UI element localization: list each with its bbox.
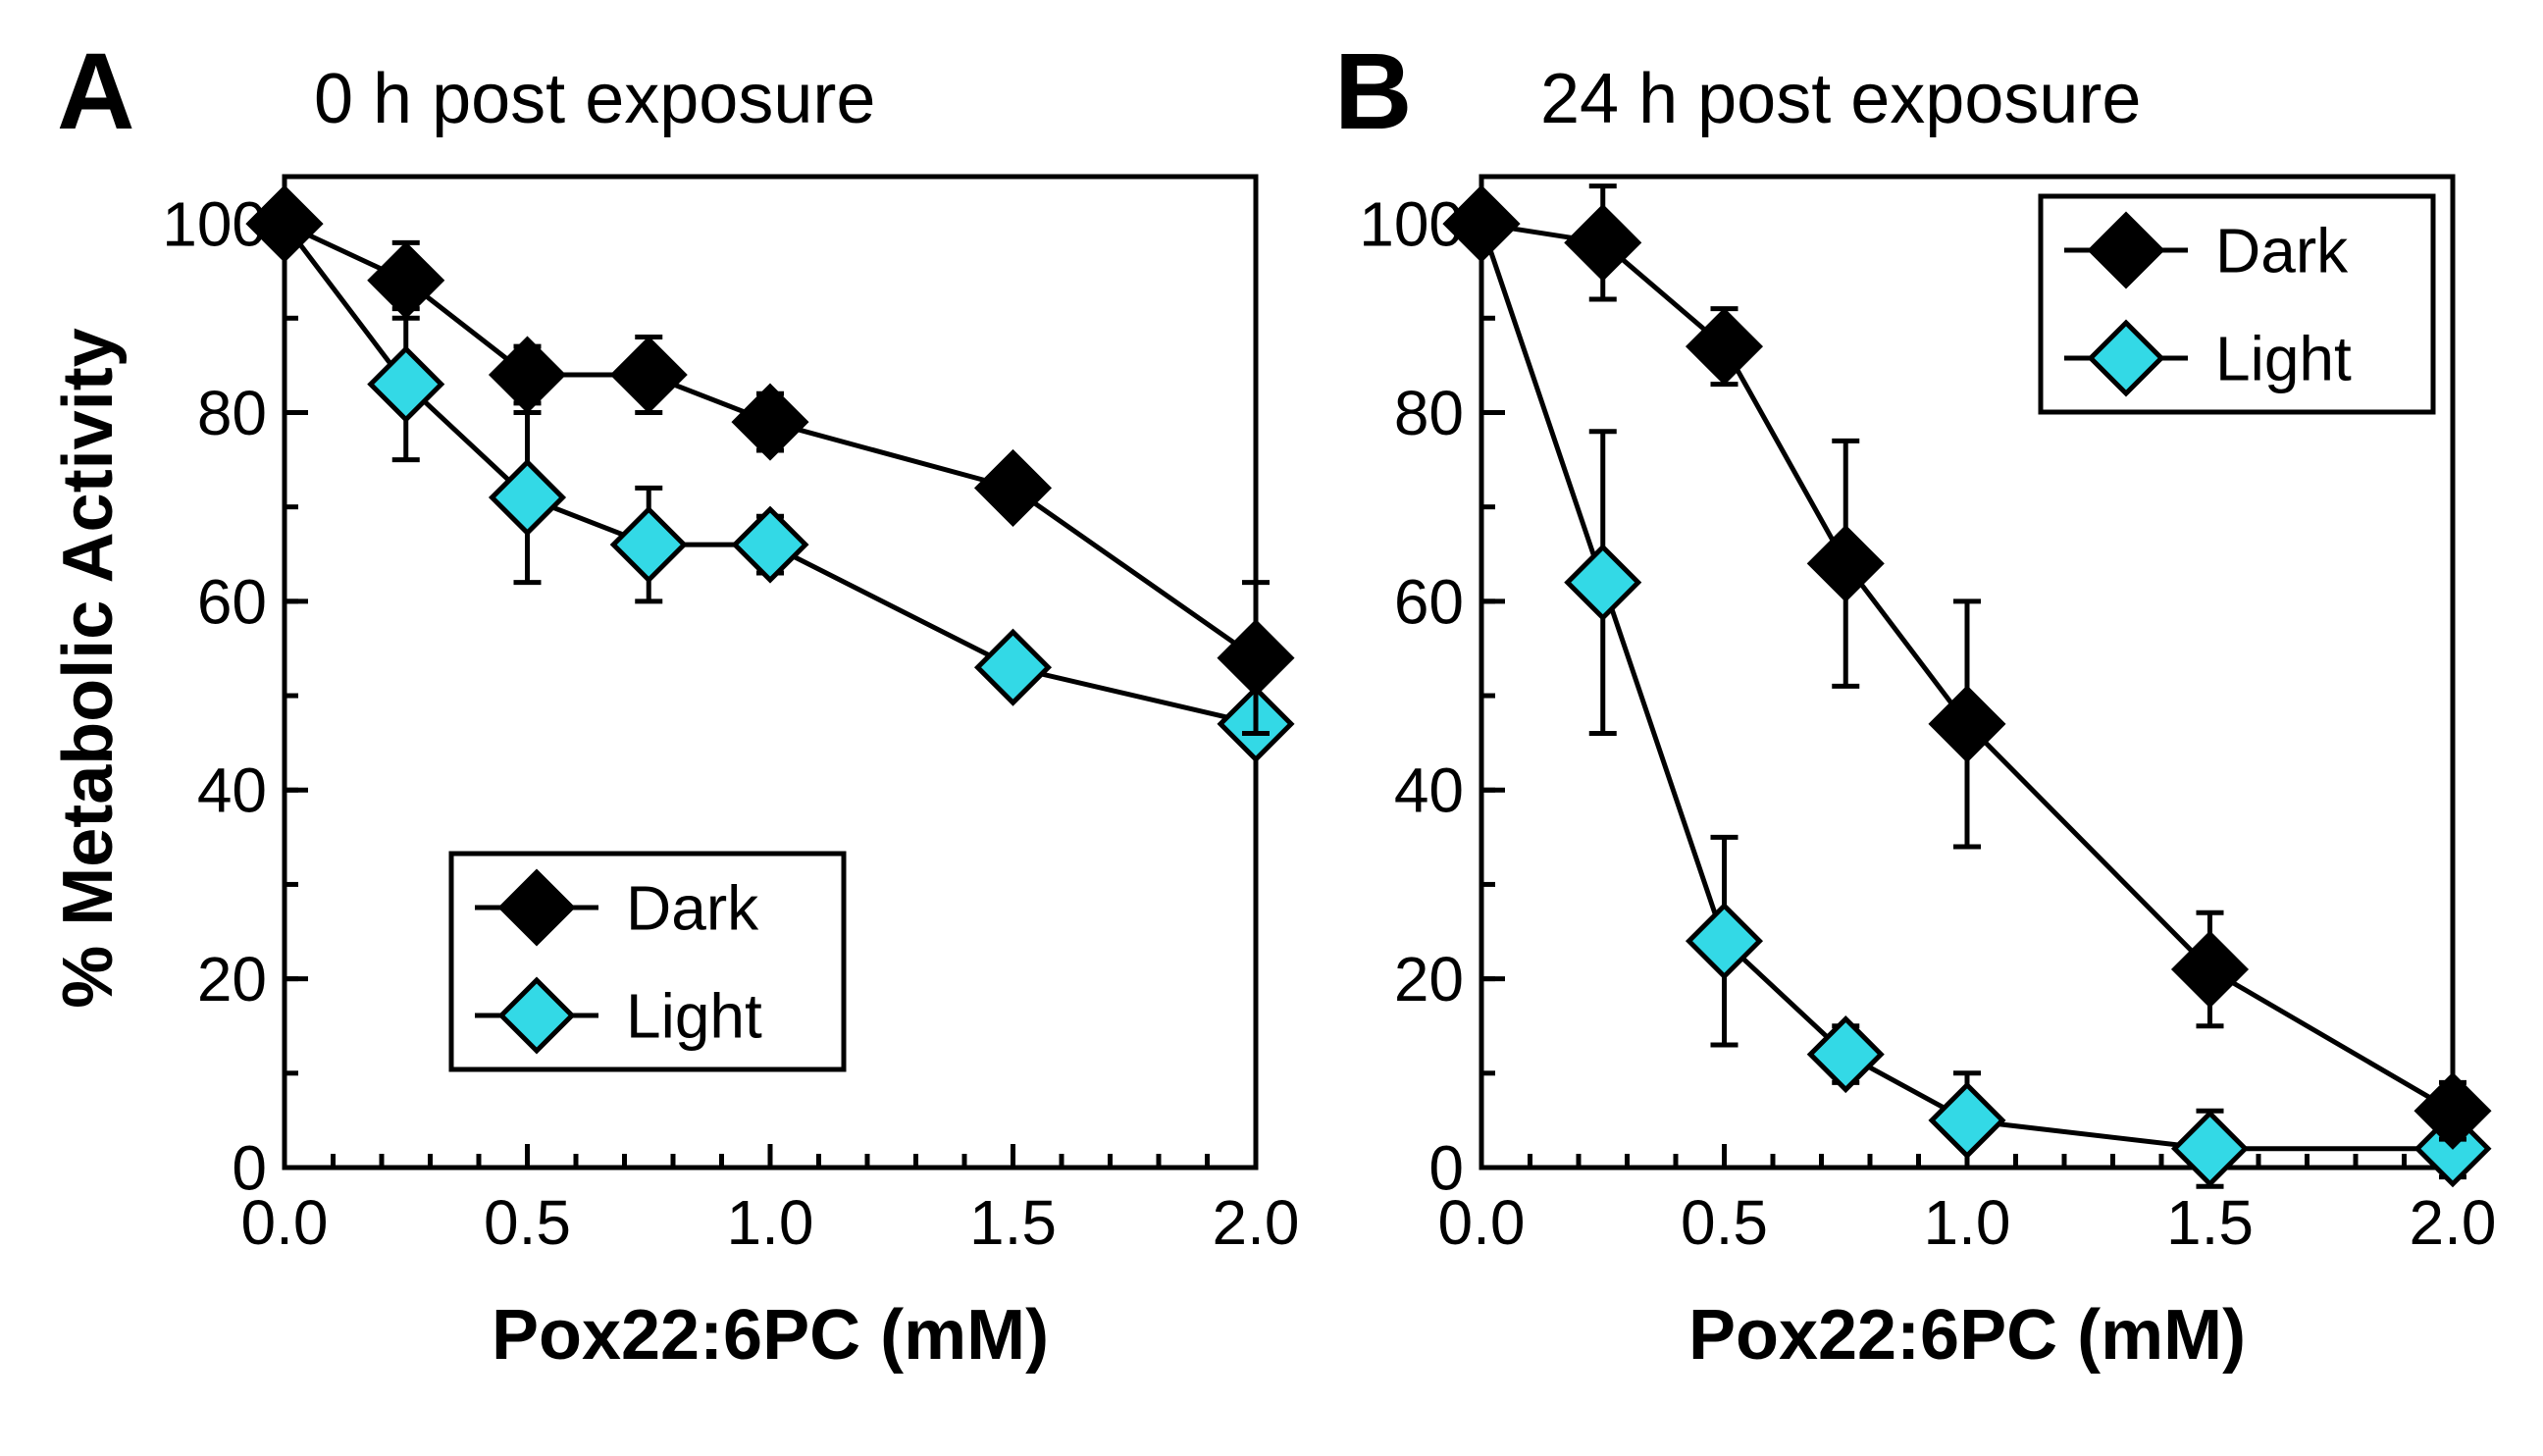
y-tick-label: 40 bbox=[197, 755, 267, 826]
x-tick-label: 2.0 bbox=[2410, 1187, 2497, 1258]
y-tick-label: 80 bbox=[1394, 378, 1464, 448]
legend-label: Dark bbox=[626, 872, 759, 943]
x-tick-label: 0.5 bbox=[1681, 1187, 1768, 1258]
marker-diamond bbox=[371, 245, 441, 316]
legend-label: Light bbox=[626, 980, 762, 1051]
marker-diamond bbox=[978, 632, 1049, 702]
marker-diamond bbox=[1932, 1085, 2002, 1156]
y-tick-label: 80 bbox=[197, 378, 267, 448]
marker-diamond bbox=[613, 509, 684, 580]
panel-A: 0.00.51.01.52.0020406080100DarkLight bbox=[162, 177, 1299, 1258]
marker-diamond bbox=[735, 387, 805, 457]
x-tick-label: 1.5 bbox=[969, 1187, 1057, 1258]
figure: A 0 h post exposure B 24 h post exposure… bbox=[0, 0, 2543, 1456]
y-tick-label: 20 bbox=[1394, 944, 1464, 1014]
marker-diamond bbox=[1810, 528, 1881, 598]
marker-diamond bbox=[1689, 311, 1760, 382]
x-tick-label: 1.0 bbox=[727, 1187, 814, 1258]
y-tick-label: 40 bbox=[1394, 755, 1464, 826]
x-tick-label: 1.5 bbox=[2166, 1187, 2254, 1258]
y-tick-label: 60 bbox=[197, 566, 267, 637]
marker-diamond bbox=[735, 509, 805, 580]
x-tick-label: 2.0 bbox=[1213, 1187, 1300, 1258]
y-tick-label: 60 bbox=[1394, 566, 1464, 637]
marker-diamond bbox=[1220, 623, 1291, 694]
legend-label: Dark bbox=[2215, 215, 2349, 286]
x-tick-label: 1.0 bbox=[1924, 1187, 2011, 1258]
legend-label: Light bbox=[2215, 323, 2352, 393]
marker-diamond bbox=[493, 339, 563, 410]
marker-diamond bbox=[1568, 547, 1638, 618]
panel-B: 0.00.51.01.52.0020406080100DarkLight bbox=[1359, 177, 2496, 1258]
marker-diamond bbox=[2175, 1114, 2246, 1184]
y-tick-label: 0 bbox=[1428, 1132, 1464, 1203]
x-tick-label: 0.5 bbox=[484, 1187, 571, 1258]
marker-diamond bbox=[978, 452, 1049, 523]
marker-diamond bbox=[1568, 207, 1638, 278]
marker-diamond bbox=[613, 339, 684, 410]
y-tick-label: 0 bbox=[232, 1132, 267, 1203]
plot-svg: 0.00.51.01.52.0020406080100DarkLight0.00… bbox=[0, 0, 2543, 1456]
y-tick-label: 20 bbox=[197, 944, 267, 1014]
